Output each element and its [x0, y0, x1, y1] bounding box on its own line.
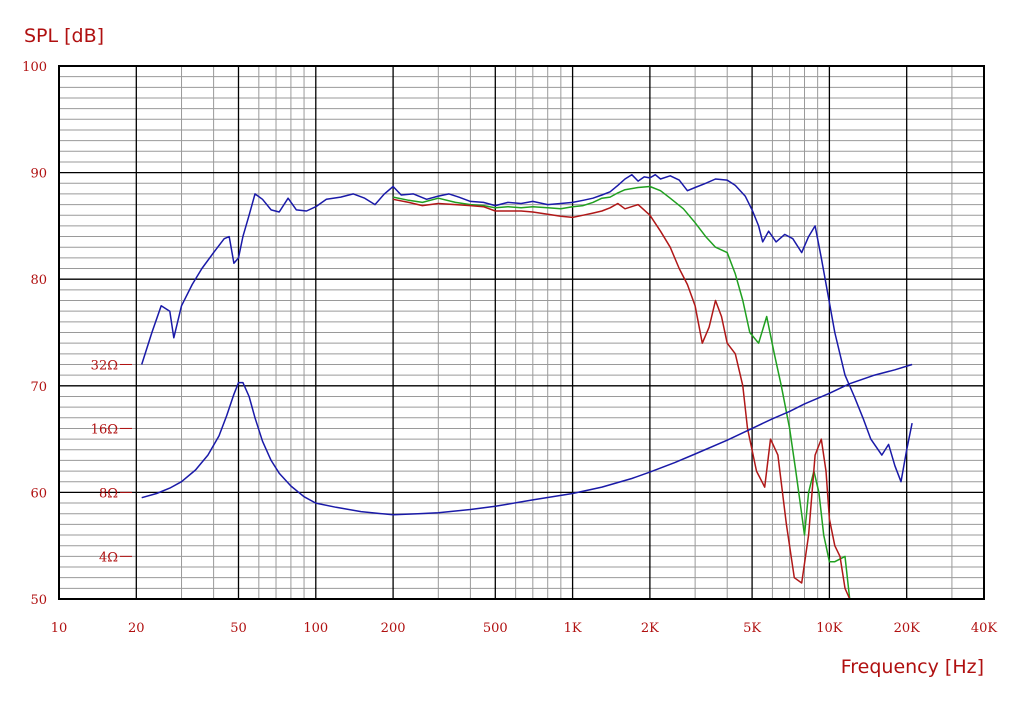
- x-tick-label: 500: [483, 621, 508, 636]
- x-tick-label: 10: [51, 621, 68, 636]
- impedance-tick-labels: 4Ω 8Ω 16Ω 32Ω: [91, 358, 132, 565]
- x-tick-label: 100: [303, 621, 328, 636]
- series-lines: [140, 173, 913, 600]
- y-tick-labels: 50 60 70 80 90 100: [22, 60, 47, 608]
- x-tick-label: 10K: [816, 621, 843, 636]
- y-tick-label: 90: [30, 167, 47, 182]
- x-tick-labels: 10 20 50 100 200 500 1K 2K 5K 10K 20K 40K: [51, 621, 998, 636]
- spl-60deg-line: [392, 198, 851, 600]
- y-axis-title: SPL [dB]: [24, 25, 104, 47]
- x-tick-label: 50: [230, 621, 247, 636]
- impedance-tick-label: 16Ω: [91, 422, 118, 437]
- x-tick-label: 5K: [743, 621, 761, 636]
- x-tick-label: 40K: [971, 621, 998, 636]
- plot-border: [58, 65, 985, 600]
- y-tick-label: 60: [30, 486, 47, 501]
- impedance-tick-label: 8Ω: [99, 486, 118, 501]
- impedance-tick-label: 32Ω: [91, 358, 118, 373]
- x-axis-title: Frequency [Hz]: [841, 656, 984, 678]
- x-tick-label: 20: [128, 621, 145, 636]
- y-tick-label: 100: [22, 60, 47, 75]
- x-tick-label: 20K: [894, 621, 921, 636]
- y-tick-label: 80: [30, 273, 47, 288]
- x-tick-label: 2K: [641, 621, 659, 636]
- impedance-line: [141, 363, 913, 516]
- x-tick-label: 200: [381, 621, 406, 636]
- y-tick-label: 70: [30, 380, 47, 395]
- impedance-tick-label: 4Ω: [99, 550, 118, 565]
- x-tick-label: 1K: [564, 621, 582, 636]
- spl-0deg-line: [140, 173, 913, 483]
- y-tick-label: 50: [30, 593, 47, 608]
- spl-30deg-line: [392, 185, 851, 600]
